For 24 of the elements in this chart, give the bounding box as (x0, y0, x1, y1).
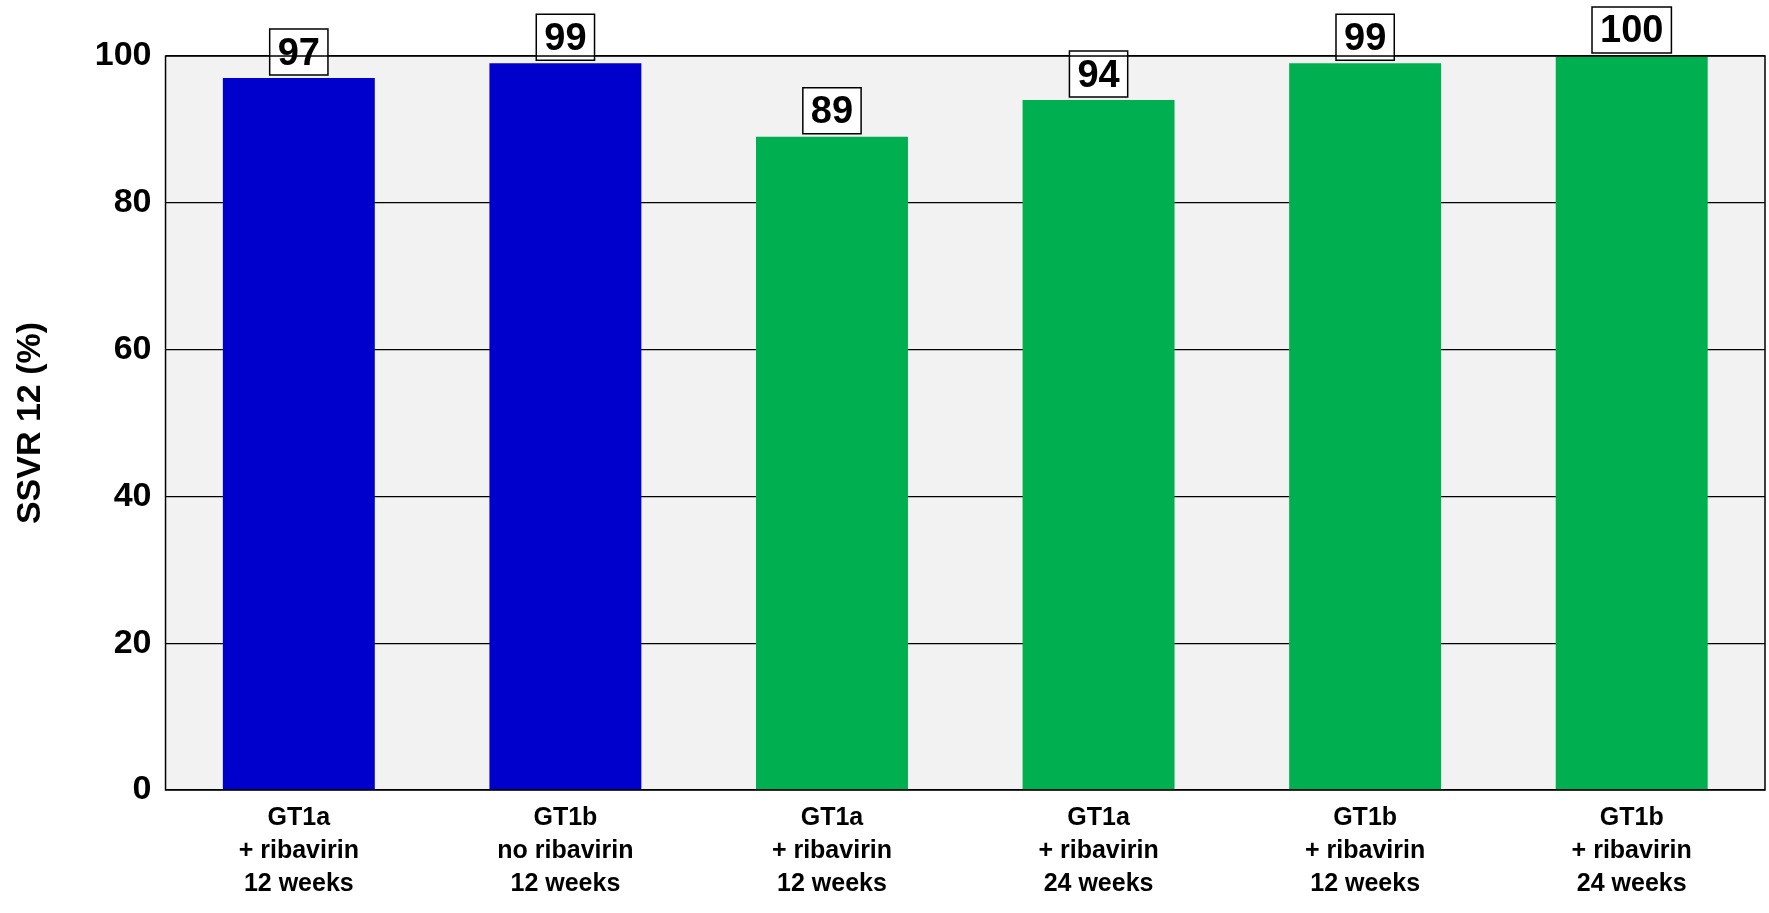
x-tick-label: GT1b no ribavirin 12 weeks (497, 802, 634, 897)
bar (222, 78, 375, 790)
x-tick-label: GT1b + ribavirin 24 weeks (1571, 802, 1692, 897)
bar (489, 63, 642, 790)
data-label: 99 (544, 15, 587, 58)
data-label: 100 (1600, 8, 1664, 51)
x-tick-label: GT1a + ribavirin 24 weeks (1038, 802, 1159, 897)
bar (756, 136, 908, 790)
bar (1555, 56, 1708, 790)
bar (1289, 63, 1442, 790)
x-tick-label: GT1a + ribavirin 12 weeks (771, 802, 893, 897)
data-label: 89 (810, 89, 854, 132)
y-tick-label: 20 (113, 621, 152, 660)
x-tick-label: GT1a + ribavirin 12 weeks (238, 802, 359, 897)
y-tick-label: 60 (113, 327, 152, 366)
data-label: 94 (1077, 52, 1120, 95)
data-label: 99 (1343, 15, 1387, 58)
x-tick-label: GT1b + ribavirin 12 weeks (1305, 802, 1426, 897)
bar (1022, 100, 1175, 790)
y-axis-title: SSVR 12 (%) (8, 321, 47, 525)
y-tick-label: 40 (113, 474, 152, 513)
y-tick-label: 100 (94, 34, 152, 73)
y-tick-label: 80 (113, 181, 152, 220)
y-tick-label: 0 (132, 768, 152, 807)
